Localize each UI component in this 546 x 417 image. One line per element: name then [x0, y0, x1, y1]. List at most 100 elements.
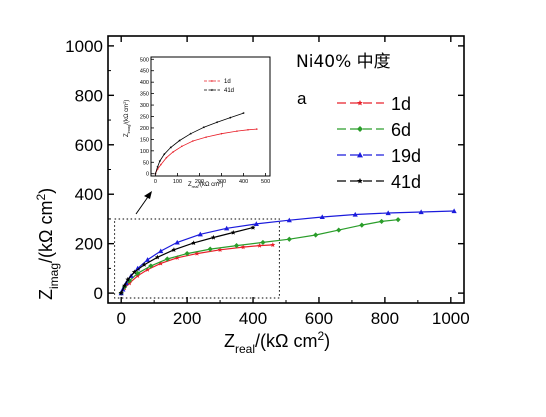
data-point-19d	[144, 257, 151, 262]
data-point-41d	[230, 229, 236, 235]
inset-legend: 1d 41d	[204, 79, 234, 94]
data-point-41d	[154, 254, 160, 260]
inset-data-point-1d	[220, 132, 223, 135]
y-tick-label: 800	[75, 86, 103, 105]
x-tick-label: 600	[305, 309, 333, 328]
inset-data-point-41d	[242, 111, 245, 115]
inset-data-point-1d	[172, 151, 174, 153]
legend-marker-41d	[357, 178, 363, 184]
data-point-1d	[158, 260, 164, 266]
data-point-1d	[217, 247, 223, 252]
inset-legend-marker-1d	[211, 80, 213, 82]
data-point-19d	[174, 239, 180, 245]
inset-series-41d	[154, 111, 245, 175]
y-axis-title: Zimag/(kΩ cm2)	[34, 188, 61, 300]
data-point-19d	[224, 225, 230, 231]
data-point-19d	[253, 221, 259, 226]
x-tick-label: 800	[371, 309, 399, 328]
inset-x-axis-unit: /(kΩ cm	[198, 182, 219, 188]
x-tick-label: 400	[239, 309, 267, 328]
legend-label-6d: 6d	[391, 120, 411, 140]
inset-x-tick-label: 400	[239, 179, 248, 185]
inset-data-point-41d	[189, 132, 192, 135]
inset-data-point-1d	[165, 156, 168, 159]
inset-x-axis-subscript: real	[192, 184, 199, 189]
inset-x-axis-symbol: Z	[188, 182, 192, 188]
legend-label-19d: 19d	[391, 146, 421, 166]
data-point-19d	[158, 248, 164, 254]
inset-x-axis-superscript: 2	[219, 180, 222, 185]
inset-x-tick-label: 300	[217, 179, 226, 185]
data-point-41d	[131, 269, 137, 275]
inset-data-point-41d	[178, 139, 181, 142]
svg-text:Zimag/(kΩ cm2): Zimag/(kΩ cm2)	[122, 100, 131, 137]
inset-data-point-41d	[162, 152, 166, 156]
y-tick-label: 600	[75, 136, 103, 155]
y-tick-label: 0	[94, 284, 103, 303]
inset-background	[151, 57, 270, 176]
x-axis-superscript: 2	[317, 329, 324, 343]
inset-axis-ticks	[151, 58, 266, 176]
inset-y-axis-symbol: Z	[124, 133, 130, 137]
svg-text:Zreal/(kΩ cm2): Zreal/(kΩ cm2)	[224, 329, 330, 356]
inset-data-point-41d	[158, 159, 162, 163]
y-tick-label: 200	[75, 235, 103, 254]
inset-legend-label-1d: 1d	[224, 79, 231, 85]
y-axis-symbol: Z	[36, 289, 56, 300]
data-point-19d	[352, 211, 358, 217]
inset-legend-marker-41d	[210, 88, 214, 92]
data-point-19d	[418, 209, 424, 215]
data-point-41d	[250, 225, 256, 230]
inset-y-axis-title: Zimag/(kΩ cm2)	[122, 100, 131, 137]
data-point-1d	[174, 255, 180, 260]
series-6d	[118, 217, 401, 296]
inset-data-point-1d	[160, 163, 162, 166]
panel-label: a	[297, 89, 307, 108]
inset-y-tick-label: 100	[140, 149, 149, 155]
inset-data-point-41d	[169, 146, 173, 149]
inset-y-tick-label: 200	[140, 126, 149, 132]
inset-x-tick-label: 0	[154, 179, 157, 185]
inset-x-tick-label: 200	[195, 179, 204, 185]
data-point-6d	[184, 250, 190, 257]
inset-data-point-1d	[205, 136, 207, 138]
data-point-19d	[286, 217, 292, 223]
data-point-1d	[257, 243, 263, 248]
data-point-6d	[359, 222, 365, 228]
x-tick-label: 1000	[432, 309, 470, 328]
x-tick-label: 200	[173, 309, 201, 328]
series-line-6d	[120, 219, 399, 294]
data-point-6d	[233, 243, 240, 249]
inset-data-point-41d	[156, 165, 159, 168]
inset-y-axis-unit: /(kΩ cm	[124, 104, 130, 125]
series-1d	[118, 242, 276, 296]
data-point-19d	[451, 208, 457, 214]
series-line-19d	[120, 210, 455, 294]
legend-label-1d: 1d	[391, 94, 411, 114]
data-point-41d	[191, 240, 197, 246]
inset-series-line-1d	[155, 128, 257, 174]
inset-y-tick-label: 150	[140, 137, 149, 143]
x-axis-subscript: real	[235, 342, 255, 356]
y-axis-superscript: 2	[34, 194, 48, 201]
y-tick-label: 1000	[65, 37, 103, 56]
inset-data-point-1d	[192, 140, 194, 142]
inset-y-tick-labels: 0 50 100 150 200 250 300 350 400 450 500	[140, 57, 149, 177]
data-point-6d	[286, 236, 292, 242]
inset-y-tick-label: 500	[140, 57, 149, 63]
data-point-41d	[141, 262, 147, 267]
data-point-41d	[118, 290, 124, 296]
data-point-19d	[319, 214, 325, 220]
data-point-6d	[135, 270, 141, 276]
main-legend: 1d 6d 19d 41d	[337, 94, 421, 192]
inset-x-axis-title: Zreal/(kΩ cm2)	[188, 180, 223, 189]
data-point-41d	[211, 234, 216, 240]
x-axis-unit: /(kΩ cm	[255, 331, 317, 351]
series-41d	[118, 225, 256, 296]
inset-y-tick-label: 50	[143, 160, 149, 166]
zoom-region-box	[114, 218, 280, 299]
zoom-arrow	[135, 191, 152, 215]
inset-series-1d	[154, 128, 258, 175]
x-tick-label: 0	[116, 309, 125, 328]
